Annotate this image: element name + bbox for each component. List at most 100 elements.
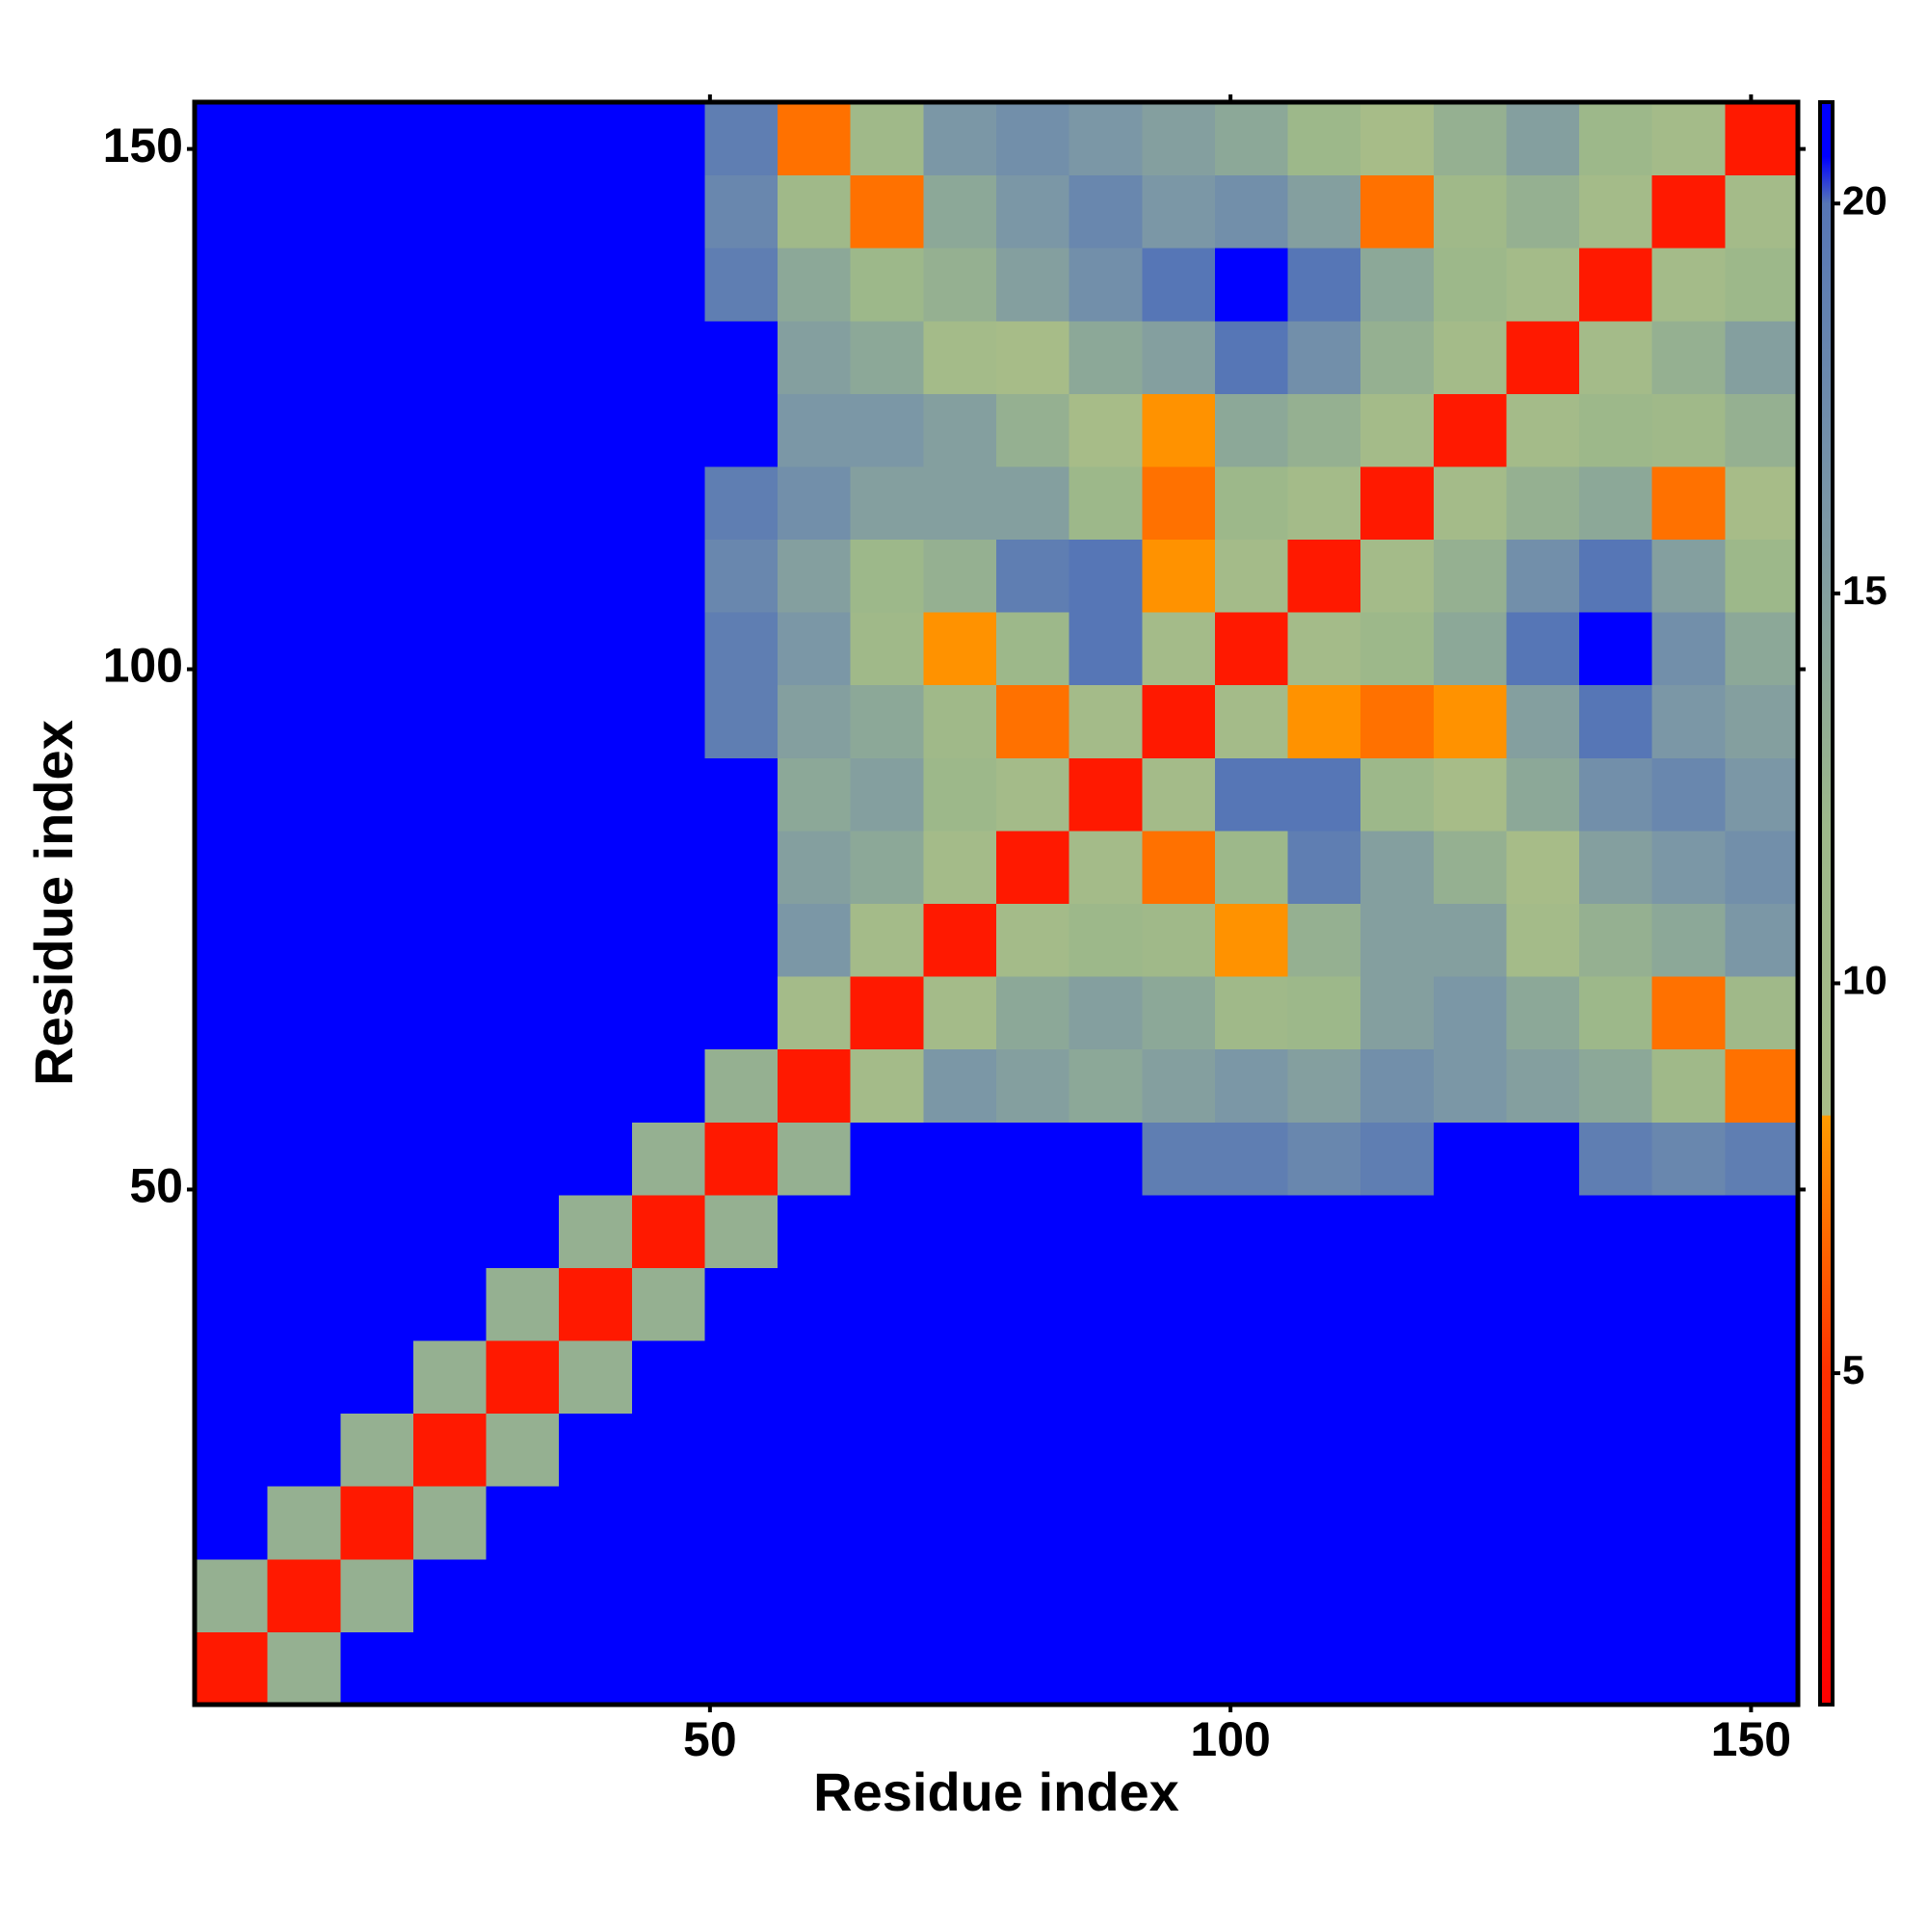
heatmap-cell <box>778 1631 852 1706</box>
heatmap-cell <box>340 102 414 176</box>
heatmap-cell <box>850 1558 924 1632</box>
heatmap-cell <box>778 1048 852 1123</box>
heatmap-cell <box>267 320 341 394</box>
heatmap-cell <box>1214 1048 1289 1123</box>
heatmap-cell <box>340 757 414 832</box>
heatmap-cell <box>1651 539 1726 613</box>
heatmap-cell <box>1651 1558 1726 1632</box>
heatmap-cell <box>1506 1194 1580 1268</box>
heatmap-cell <box>704 1267 779 1341</box>
heatmap-cell <box>340 320 414 394</box>
heatmap-cell <box>631 1048 705 1123</box>
heatmap-cell <box>1214 1486 1289 1560</box>
heatmap-cell <box>195 320 269 394</box>
heatmap-cell <box>486 248 560 322</box>
heatmap-cell <box>778 465 852 541</box>
heatmap-cell <box>1433 320 1507 394</box>
heatmap-cell <box>486 1340 560 1415</box>
heatmap-cell <box>267 684 341 758</box>
heatmap-cell <box>1651 1122 1726 1196</box>
heatmap-cell <box>923 539 997 613</box>
heatmap-cell <box>1214 320 1289 394</box>
heatmap-cell <box>1142 1048 1216 1123</box>
heatmap-cell <box>486 903 560 977</box>
heatmap-cell <box>1433 393 1507 467</box>
heatmap-cell <box>923 465 997 541</box>
heatmap-cell <box>267 1631 341 1706</box>
heatmap-cell <box>704 1340 779 1415</box>
heatmap-cell <box>704 248 779 322</box>
heatmap-cell <box>778 102 852 176</box>
heatmap-cell <box>267 1194 341 1268</box>
heatmap-cell <box>850 1413 924 1487</box>
heatmap-cell <box>1069 1631 1143 1706</box>
heatmap-cell <box>340 1413 414 1487</box>
heatmap-cell <box>1360 1048 1435 1123</box>
heatmap-cell <box>486 1558 560 1632</box>
heatmap-cell <box>1214 174 1289 249</box>
heatmap-cell <box>996 757 1070 832</box>
heatmap-cell <box>486 1631 560 1706</box>
heatmap-cell <box>850 320 924 394</box>
heatmap-cell <box>996 684 1070 758</box>
heatmap-cell <box>1360 1340 1435 1415</box>
heatmap-cell <box>1506 1631 1580 1706</box>
heatmap-cell <box>778 903 852 977</box>
heatmap-cell <box>559 393 633 467</box>
heatmap-cell <box>704 830 779 904</box>
heatmap-cell <box>1579 174 1653 249</box>
heatmap-cell <box>1287 1122 1361 1196</box>
heatmap-cell <box>1214 684 1289 758</box>
heatmap-cell <box>340 612 414 686</box>
heatmap-cell <box>1287 1048 1361 1123</box>
heatmap-cell <box>631 1267 705 1341</box>
heatmap-cell <box>559 1486 633 1560</box>
heatmap-cell <box>1142 174 1216 249</box>
heatmap-cell <box>923 320 997 394</box>
heatmap-cell <box>704 1194 779 1268</box>
heatmap-cell <box>559 320 633 394</box>
heatmap-cell <box>1360 1631 1435 1706</box>
heatmap-cell <box>267 612 341 686</box>
heatmap-cell <box>1069 539 1143 613</box>
heatmap-cell <box>412 393 488 467</box>
heatmap-cell <box>559 612 633 686</box>
heatmap-cell <box>195 174 269 249</box>
heatmap-cell <box>1360 612 1435 686</box>
heatmap-cell <box>1725 903 1799 977</box>
x-tick-label: 150 <box>1711 1712 1791 1766</box>
heatmap-cell <box>412 976 488 1050</box>
heatmap-cell <box>559 757 633 832</box>
colorbar-tick-label: 5 <box>1842 1347 1864 1392</box>
heatmap-cell <box>1214 1122 1289 1196</box>
heatmap-cell <box>1506 1267 1580 1341</box>
heatmap-cell <box>778 248 852 322</box>
x-tick-label: 50 <box>683 1712 737 1766</box>
heatmap-cell <box>412 539 488 613</box>
y-axis-label: Residue index <box>23 720 84 1086</box>
heatmap-cell <box>1725 1558 1799 1632</box>
heatmap-cell <box>1506 1048 1580 1123</box>
heatmap-cell <box>778 830 852 904</box>
heatmap-cell <box>486 976 560 1050</box>
heatmap-cell <box>1360 757 1435 832</box>
heatmap-cell <box>1725 102 1799 176</box>
heatmap-cell <box>1287 1486 1361 1560</box>
heatmap-cell <box>195 1122 269 1196</box>
heatmap-cell <box>704 393 779 467</box>
heatmap-cell <box>559 903 633 977</box>
heatmap-cell <box>486 830 560 904</box>
heatmap-cell <box>267 903 341 977</box>
heatmap-cell <box>923 684 997 758</box>
heatmap-cell <box>1360 539 1435 613</box>
heatmap-cell <box>195 539 269 613</box>
heatmap-cell <box>1579 903 1653 977</box>
heatmap-cell <box>195 1340 269 1415</box>
heatmap-cell <box>1506 612 1580 686</box>
heatmap-cell <box>1360 903 1435 977</box>
heatmap-cell <box>1506 903 1580 977</box>
heatmap-cell <box>1433 539 1507 613</box>
heatmap-cell <box>1069 830 1143 904</box>
heatmap-cell <box>195 1486 269 1560</box>
heatmap-cell <box>1214 102 1289 176</box>
